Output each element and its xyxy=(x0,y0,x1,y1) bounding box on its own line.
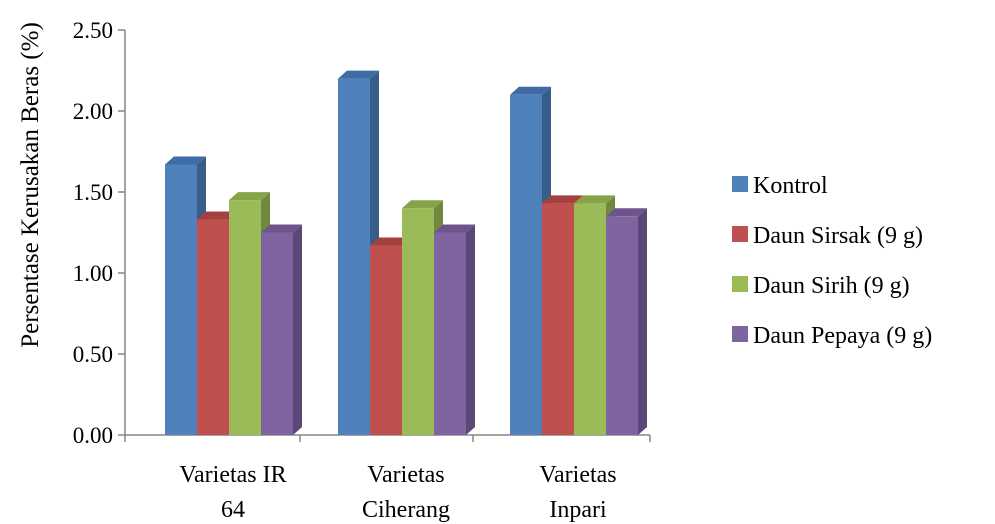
bar xyxy=(606,208,647,435)
legend-label: Kontrol xyxy=(753,173,828,199)
category-labels: Varietas IR 64 Varietas Ciherang Varietas Inp… xyxy=(179,462,616,523)
y-tick-label: 2.50 xyxy=(73,18,113,43)
legend-item: Daun Pepaya (9 g) xyxy=(732,323,932,349)
y-axis-label: Persentase Kerusakan Beras (%) xyxy=(17,22,44,348)
y-tick-label: 0.00 xyxy=(73,423,113,448)
bar-side xyxy=(293,224,302,435)
y-tick-label: 1.00 xyxy=(73,261,113,286)
bar-front xyxy=(338,78,370,435)
bar-top xyxy=(338,70,379,79)
bar-top xyxy=(197,211,238,220)
bar xyxy=(261,224,302,435)
legend-item: Kontrol xyxy=(732,173,828,199)
legend-item: Daun Sirih (9 g) xyxy=(732,273,910,299)
bar-front xyxy=(261,232,293,435)
bar-front xyxy=(574,203,606,435)
bar-front xyxy=(370,245,402,435)
bar-front xyxy=(402,208,434,435)
bar-top xyxy=(229,192,270,201)
legend-label: Daun Pepaya (9 g) xyxy=(753,323,932,349)
y-tick-labels: 0.00 0.50 1.00 1.50 2.00 2.50 xyxy=(73,18,113,448)
bar-top xyxy=(402,200,443,209)
x-category-label: Varietas xyxy=(539,462,616,488)
bar-side xyxy=(466,224,475,435)
bar-top xyxy=(606,208,647,217)
bar-side xyxy=(638,208,647,435)
legend-swatch xyxy=(732,276,748,292)
x-category-label: Ciherang xyxy=(362,497,450,523)
bar-front xyxy=(606,216,638,435)
bar xyxy=(338,70,379,435)
bar-front xyxy=(542,203,574,435)
bar-front xyxy=(165,164,197,435)
y-tick-label: 0.50 xyxy=(73,342,113,367)
bar-front xyxy=(197,219,229,435)
bar xyxy=(434,224,475,435)
bar-top xyxy=(165,156,206,165)
bar-front xyxy=(434,232,466,435)
bar-top xyxy=(542,195,583,204)
bar-front xyxy=(510,94,542,436)
x-category-label: Inpari xyxy=(549,497,607,523)
bar-top xyxy=(574,195,615,204)
legend-label: Daun Sirsak (9 g) xyxy=(753,223,923,249)
legend-swatch xyxy=(732,176,748,192)
y-tick-label: 1.50 xyxy=(73,180,113,205)
bar-top xyxy=(434,224,475,233)
legend-swatch xyxy=(732,326,748,342)
x-category-label: Varietas xyxy=(367,462,444,488)
bars xyxy=(165,70,647,436)
legend-label: Daun Sirih (9 g) xyxy=(753,273,910,299)
bar-top xyxy=(370,237,411,246)
x-category-label: Varietas IR xyxy=(179,462,286,488)
bar-top xyxy=(510,86,551,95)
bar-top xyxy=(261,224,302,233)
y-tick-label: 2.00 xyxy=(73,99,113,124)
bar-front xyxy=(229,200,261,435)
legend-item: Daun Sirsak (9 g) xyxy=(732,223,923,249)
legend-swatch xyxy=(732,226,748,242)
x-category-label: 64 xyxy=(221,497,245,523)
legend: Kontrol Daun Sirsak (9 g) Daun Sirih (9 g)… xyxy=(732,173,932,349)
